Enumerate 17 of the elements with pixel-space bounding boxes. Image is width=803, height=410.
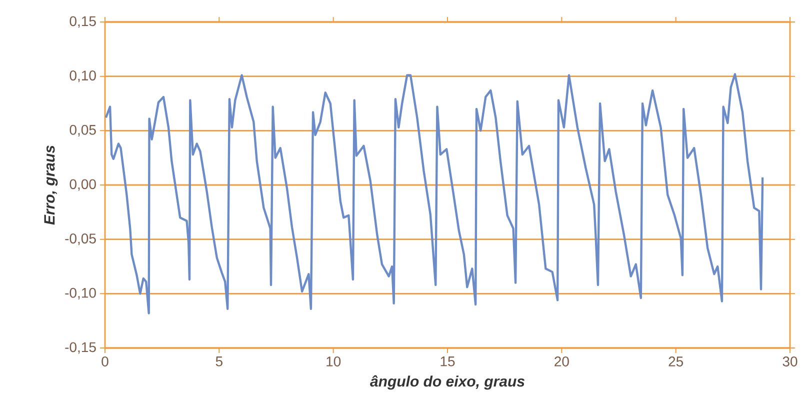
x-tick-label: 0 [102,356,108,366]
x-tick-label: 15 [440,356,455,366]
x-tick-label: 25 [668,356,684,366]
x-tick-label: 20 [554,356,569,366]
y-tick-label: -0,10 [65,288,96,300]
y-tick-label: -0,15 [65,342,96,354]
x-axis-title: ângulo do eixo, graus [370,375,525,390]
line-series [105,73,764,314]
y-tick-label: 0,15 [70,16,96,28]
x-tick-label: 5 [216,356,222,366]
y-tick-label: 0,10 [70,70,96,82]
x-tick-label: 30 [782,356,798,366]
y-axis-title: Erro, graus [44,146,58,225]
y-tick-label: 0,00 [70,179,96,191]
x-tick-label: 10 [326,356,341,366]
y-tick-label: 0,05 [70,124,96,136]
y-tick-label: -0,05 [65,234,96,246]
